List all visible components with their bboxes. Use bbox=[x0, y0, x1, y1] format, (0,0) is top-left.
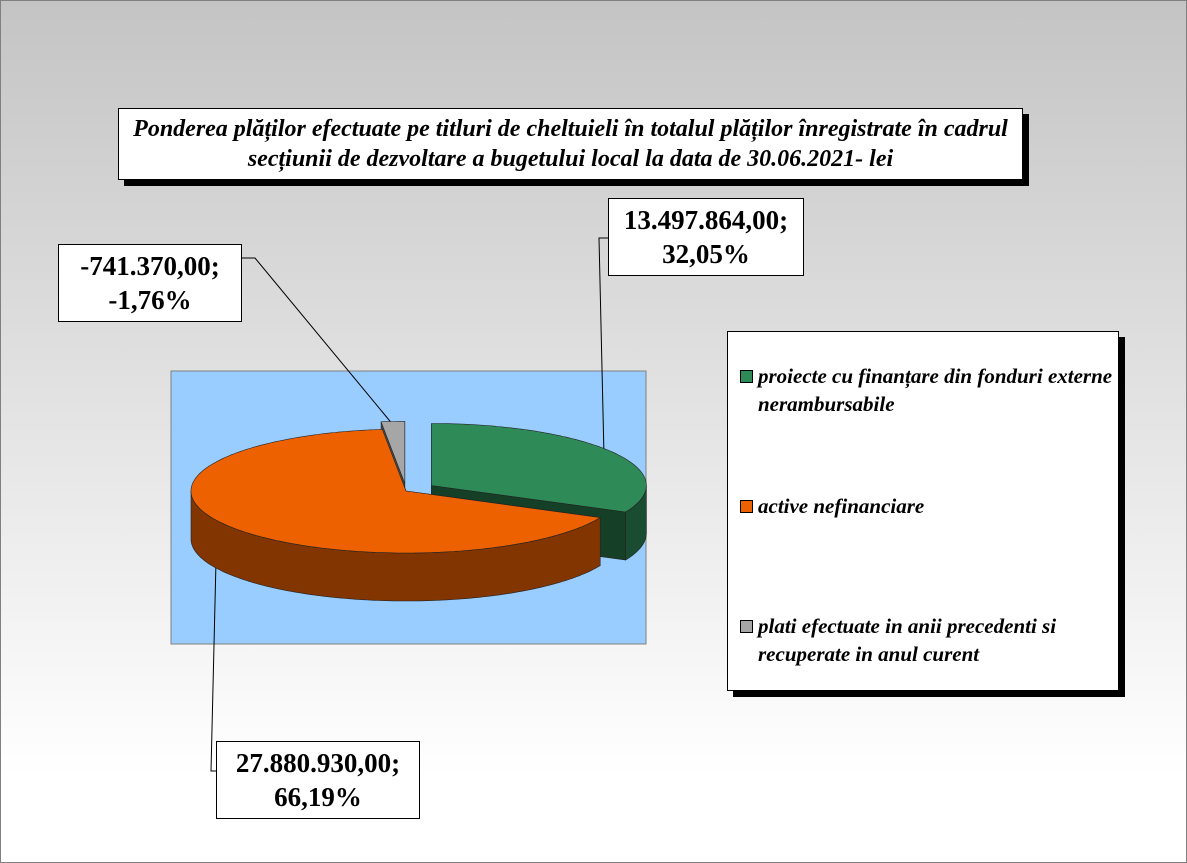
leader-line bbox=[210, 560, 217, 772]
slice bbox=[431, 423, 647, 513]
legend-label: plati efectuate in anii precedenti si re… bbox=[758, 614, 1057, 666]
legend-swatch bbox=[740, 500, 753, 513]
leader-line bbox=[241, 257, 395, 427]
leader-line bbox=[598, 237, 608, 457]
legend-entry: plati efectuate in anii precedenti si re… bbox=[740, 612, 1128, 668]
legend-label: proiecte cu finanțare din fonduri extern… bbox=[758, 364, 1113, 416]
slice bbox=[380, 421, 406, 484]
data-label: -741.370,00; -1,76% bbox=[58, 244, 242, 322]
legend-label: active nefinanciare bbox=[758, 494, 925, 518]
legend-swatch bbox=[740, 370, 753, 383]
slice bbox=[190, 429, 602, 554]
data-label: 13.497.864,00; 32,05% bbox=[608, 198, 804, 276]
chart-title: Ponderea plăților efectuate pe titluri d… bbox=[118, 108, 1023, 180]
legend-entry: proiecte cu finanțare din fonduri extern… bbox=[740, 362, 1128, 418]
legend-entry: active nefinanciare bbox=[740, 492, 1128, 520]
data-label: 27.880.930,00; 66,19% bbox=[216, 741, 420, 819]
legend-swatch bbox=[740, 620, 753, 633]
legend: proiecte cu finanțare din fonduri extern… bbox=[727, 331, 1119, 691]
